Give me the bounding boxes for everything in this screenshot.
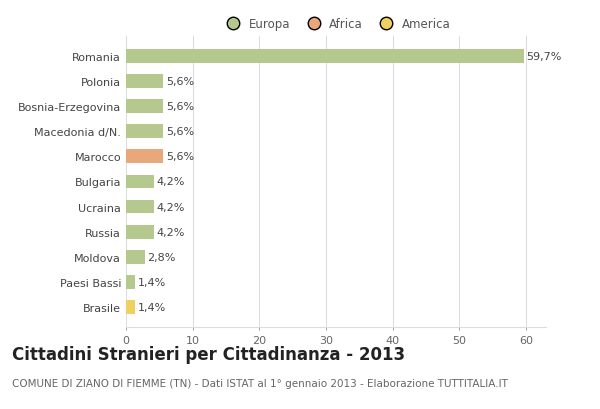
Text: COMUNE DI ZIANO DI FIEMME (TN) - Dati ISTAT al 1° gennaio 2013 - Elaborazione TU: COMUNE DI ZIANO DI FIEMME (TN) - Dati IS… <box>12 378 508 388</box>
Bar <box>126 100 163 114</box>
Bar <box>126 50 524 64</box>
Bar <box>126 275 136 289</box>
Bar <box>126 250 145 264</box>
Text: 5,6%: 5,6% <box>166 152 194 162</box>
Text: 2,8%: 2,8% <box>148 252 176 262</box>
Text: 5,6%: 5,6% <box>166 77 194 87</box>
Bar <box>126 225 154 239</box>
Bar <box>126 300 136 314</box>
Legend: Europa, Africa, America: Europa, Africa, America <box>217 13 455 36</box>
Bar <box>126 150 163 164</box>
Text: 4,2%: 4,2% <box>157 227 185 237</box>
Bar <box>126 200 154 214</box>
Text: 1,4%: 1,4% <box>138 302 166 312</box>
Text: 4,2%: 4,2% <box>157 202 185 212</box>
Bar <box>126 75 163 89</box>
Text: 5,6%: 5,6% <box>166 102 194 112</box>
Bar <box>126 125 163 139</box>
Bar <box>126 175 154 189</box>
Text: 59,7%: 59,7% <box>527 52 562 62</box>
Text: Cittadini Stranieri per Cittadinanza - 2013: Cittadini Stranieri per Cittadinanza - 2… <box>12 346 405 364</box>
Text: 1,4%: 1,4% <box>138 277 166 287</box>
Text: 5,6%: 5,6% <box>166 127 194 137</box>
Text: 4,2%: 4,2% <box>157 177 185 187</box>
